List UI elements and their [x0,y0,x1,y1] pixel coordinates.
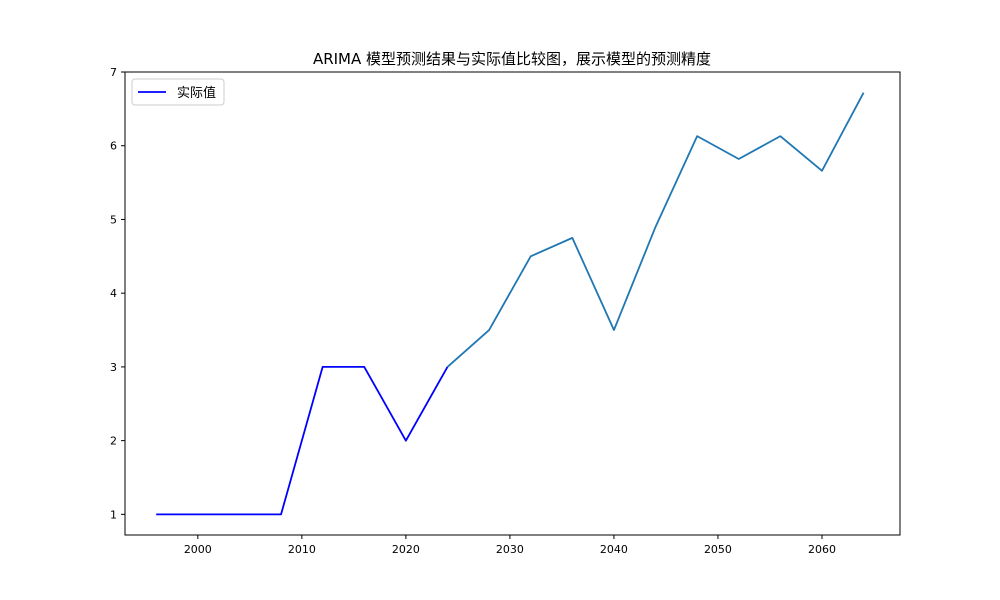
series-layer [156,92,865,516]
x-tick-label: 2020 [392,543,420,556]
x-tick-label: 2010 [288,543,316,556]
y-axis: 1 2 3 4 5 6 7 [110,66,125,521]
x-tick-label: 2050 [704,543,732,556]
chart-title: ARIMA 模型预测结果与实际值比较图，展示模型的预测精度 [313,50,711,68]
series-line-2 [446,92,865,368]
y-tick-label: 6 [110,140,117,153]
plot-area [124,71,901,536]
x-tick-label: 2000 [184,543,212,556]
y-tick-label: 5 [110,213,117,226]
y-tick-label: 2 [110,435,117,448]
y-tick-label: 4 [110,287,117,300]
x-tick-label: 2030 [496,543,524,556]
legend-box [131,78,225,106]
y-tick-label: 3 [110,361,117,374]
y-tick-label: 7 [110,66,117,79]
x-tick-label: 2060 [808,543,836,556]
series-line-1 [156,365,449,516]
legend-label: 实际值 [177,85,216,101]
x-tick-label: 2040 [600,543,628,556]
x-axis: 2000 2010 2020 2030 2040 2050 2060 [184,535,836,556]
legend: 实际值 [131,78,225,106]
y-tick-label: 1 [110,508,117,521]
